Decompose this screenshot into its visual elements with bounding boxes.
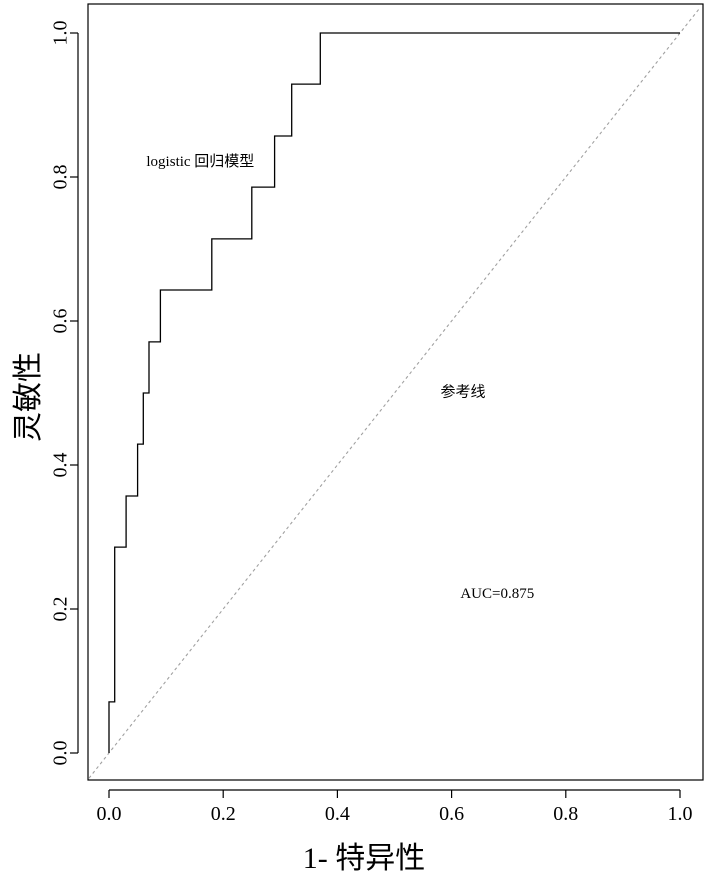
roc-curve-layer <box>108 32 680 753</box>
x-tick-label: 0.0 <box>97 803 122 825</box>
y-tick-label: 0.6 <box>50 309 72 334</box>
y-tick-label: 0.2 <box>50 597 72 622</box>
x-tick-label: 0.2 <box>211 803 236 825</box>
reference-line-layer <box>88 7 701 779</box>
auc-label: AUC=0.875 <box>460 586 534 602</box>
x-tick-label: 0.8 <box>553 803 578 825</box>
y-tick-label: 0.0 <box>50 741 72 766</box>
x-axis-title: 1- 特异性 <box>303 842 426 875</box>
x-tick-label: 0.6 <box>439 803 464 825</box>
reference-label: 参考线 <box>441 383 486 400</box>
reference-line <box>88 7 701 779</box>
y-tick-label: 0.4 <box>50 453 72 478</box>
plot-frame <box>87 3 704 781</box>
x-tick-label: 0.4 <box>325 803 350 825</box>
x-tick-label: 1.0 <box>668 803 693 825</box>
model-label: logistic 回归模型 <box>146 153 254 170</box>
y-tick-label: 1.0 <box>50 21 72 46</box>
y-axis-title: 灵敏性 <box>12 352 45 442</box>
roc-curve-line <box>108 32 680 753</box>
y-axis: 0.0 0.2 0.4 0.6 0.8 1.0 <box>50 21 79 766</box>
y-tick-label: 0.8 <box>50 165 72 190</box>
x-axis: 0.0 0.2 0.4 0.6 0.8 1.0 <box>97 789 693 825</box>
